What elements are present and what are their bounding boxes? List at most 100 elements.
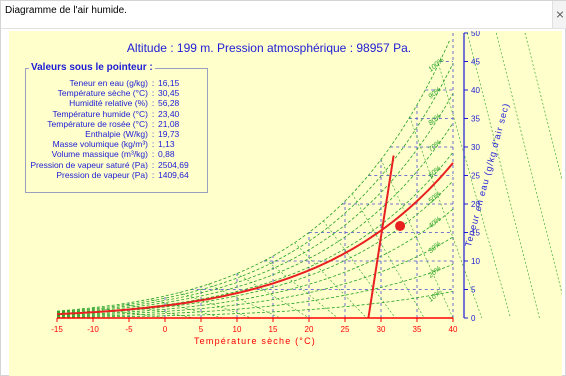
pointer-value-label: Pression de vapeur saturé (Pa)	[30, 159, 148, 170]
pointer-value-row: Teneur en eau (g/kg):16,15	[27, 78, 207, 88]
x-tick-label: 20	[305, 325, 314, 334]
pointer-value-label: Température humide (°C)	[52, 108, 148, 119]
wet-bulb-line	[524, 32, 562, 181]
title-bar: Diagramme de l'air humide.	[1, 1, 566, 29]
pointer-value-separator: :	[151, 169, 155, 180]
y-tick-label: 15	[471, 229, 480, 238]
wet-bulb-line	[150, 298, 223, 319]
wet-bulb-line	[121, 303, 194, 319]
wet-bulb-line	[495, 32, 562, 295]
y-tick-label: 30	[471, 143, 480, 152]
y-tick-label: 5	[471, 286, 476, 295]
window-title: Diagramme de l'air humide.	[5, 5, 127, 16]
x-tick-label: -5	[125, 325, 133, 334]
pointer-value-row: Enthalpie (W/kg):19,73	[27, 129, 207, 139]
x-tick-label: -15	[51, 325, 63, 334]
pointer-values-list: Teneur en eau (g/kg):16,15 Température sè…	[27, 78, 207, 180]
wet-bulb-line	[380, 159, 454, 319]
pointer-value-label: Pression de vapeur (Pa)	[56, 169, 148, 180]
x-tick-label: 40	[449, 325, 458, 334]
y-tick-label: 10	[471, 257, 480, 266]
pointer-value-label: Température sèche (°C)	[57, 88, 148, 99]
y-tick-label: 50	[471, 31, 480, 38]
relative-humidity-curve	[56, 93, 454, 313]
pointer-value-label: Température de rosée (°C)	[47, 118, 148, 129]
pointer-value-label: Humidité relative (%)	[69, 98, 148, 109]
psychrometric-chart-canvas[interactable]: -15 -10 -5 0 5 10 15 20 25 30 35 40 Température sèch…	[9, 31, 562, 376]
relative-humidity-curve	[56, 208, 454, 316]
wet-bulb-line	[438, 63, 511, 319]
pointer-value-number: 30,45	[158, 88, 180, 99]
rh-curve-label: 40%	[427, 216, 442, 230]
pointer-value-row: Pression de vapeur (Pa):1409,64	[27, 170, 207, 180]
relative-humidity-curve	[56, 236, 454, 317]
pointer-value-separator: :	[151, 118, 155, 129]
x-tick-label: 35	[413, 325, 422, 334]
x-tick-label: 30	[377, 325, 386, 334]
pointer-value-row: Température sèche (°C):30,45	[27, 88, 207, 98]
pointer-value-label: Teneur en eau (g/kg)	[69, 78, 148, 88]
y-tick-label: 35	[471, 115, 480, 124]
y-tick-label: 25	[471, 172, 480, 181]
pointer-value-number: 0,88	[158, 149, 175, 160]
pointer-value-separator: :	[151, 139, 155, 150]
pointer-values-title: Valeurs sous le pointeur :	[29, 62, 155, 73]
pointer-value-number: 23,40	[158, 108, 180, 119]
chart-header: Altitude : 199 m. Pression atmosphérique…	[126, 41, 412, 55]
x-tick-label: 10	[233, 325, 242, 334]
relative-humidity-curve	[57, 291, 454, 318]
pointer-value-separator: :	[151, 129, 155, 140]
pointer-value-number: 1409,64	[158, 169, 189, 180]
relative-humidity-curve	[56, 40, 450, 312]
pointer-value-separator: :	[151, 88, 155, 99]
pointer-value-number: 56,28	[158, 98, 180, 109]
rh-curve-label: 100%	[427, 57, 445, 74]
pointer-value-separator: :	[151, 108, 155, 119]
wet-bulb-line	[294, 242, 367, 319]
relative-humidity-curve	[56, 63, 454, 313]
rh-curve-label: 50%	[427, 191, 442, 205]
pointer-value-label: Masse volumique (kg/m³)	[52, 139, 148, 150]
wet-bulb-line	[208, 283, 281, 319]
pointer-value-row: Pression de vapeur saturé (Pa):2504,69	[27, 160, 207, 170]
wet-bulb-line	[179, 292, 252, 319]
x-tick-label: 0	[163, 325, 168, 334]
close-button[interactable]	[552, 1, 566, 28]
pointer-value-row: Volume massique (m³/kg):0,88	[27, 149, 207, 159]
pointer-value-separator: :	[151, 98, 155, 109]
rh-curve-label: 10%	[427, 289, 442, 303]
x-tick-label: -10	[87, 325, 99, 334]
relative-humidity-curve	[57, 264, 454, 318]
relative-humidity-curve	[56, 180, 454, 315]
wet-bulb-line	[323, 220, 396, 319]
pointer-value-separator: :	[151, 159, 155, 170]
pointer-value-row: Masse volumique (kg/m³):1,13	[27, 139, 207, 149]
x-tick-label: 25	[341, 325, 350, 334]
wet-bulb-line	[467, 32, 540, 319]
rh-curve-label: 30%	[427, 241, 442, 255]
x-axis-label: Température sèche (°C)	[194, 336, 316, 346]
rh-curve-label: 90%	[427, 86, 442, 100]
pointer-value-number: 19,73	[158, 129, 180, 140]
y-tick-label: 0	[471, 314, 476, 323]
pointer-value-separator: :	[151, 78, 155, 88]
pointer-value-number: 2504,69	[158, 159, 189, 170]
wet-bulb-line	[265, 259, 338, 319]
psychrometric-chart[interactable]: -15 -10 -5 0 5 10 15 20 25 30 35 40 Température sèch…	[9, 31, 562, 376]
y-tick-label: 40	[471, 86, 480, 95]
pointer-marker	[395, 220, 406, 231]
y-tick-label: 20	[471, 200, 480, 209]
pointer-value-number: 16,15	[158, 78, 180, 88]
pointer-value-row: Humidité relative (%):56,28	[27, 98, 207, 108]
pointer-value-number: 1,13	[158, 139, 175, 150]
pointer-value-label: Volume massique (m³/kg)	[51, 149, 148, 160]
x-tick-label: 5	[199, 325, 204, 334]
wet-bulb-line	[351, 193, 425, 319]
pointer-value-row: Température humide (°C):23,40	[27, 109, 207, 119]
x-tick-label: 15	[269, 325, 278, 334]
pointer-value-separator: :	[151, 149, 155, 160]
wet-bulb-line	[409, 116, 483, 319]
pointer-value-label: Enthalpie (W/kg)	[85, 129, 148, 140]
current-rh-curve	[56, 162, 454, 316]
